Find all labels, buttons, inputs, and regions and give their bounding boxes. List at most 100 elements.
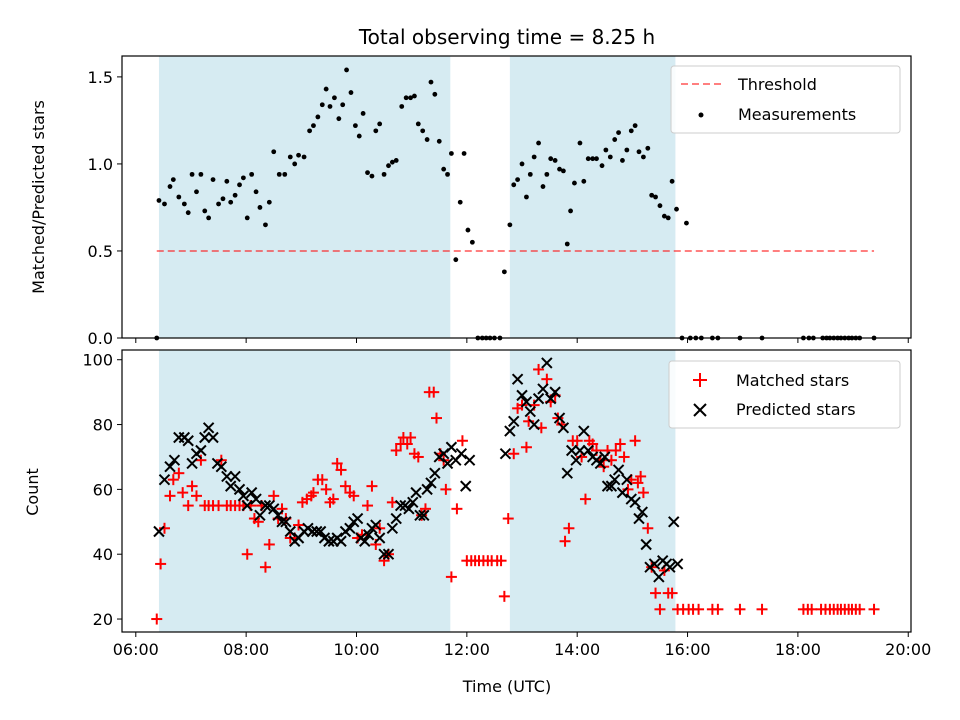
measurement-point-123 [684, 220, 689, 226]
predicted-point-b-110 [640, 538, 652, 551]
predicted-point-0 [153, 525, 165, 538]
predicted-point-b-108 [633, 512, 645, 525]
predicted-point-81 [524, 405, 537, 418]
predicted-point-b-16 [224, 480, 237, 492]
predicted-point-14 [215, 460, 228, 473]
measurement-point-32 [296, 152, 301, 158]
predicted-point-b-72 [455, 448, 468, 460]
panel-count-frame [121, 349, 912, 633]
matched-point-21 [241, 548, 253, 560]
predicted-point-b-53 [378, 548, 390, 560]
predicted-point-b-105 [621, 473, 633, 486]
predicted-point-116 [664, 561, 676, 573]
x-tick-label-1: 08:00 [223, 640, 269, 659]
legend-count: Matched stars Predicted stars [668, 360, 901, 429]
predicted-point-89 [557, 422, 570, 434]
predicted-point-28 [276, 516, 288, 528]
predicted-point-108 [633, 512, 645, 525]
measurement-point-3 [167, 184, 173, 189]
predicted-point-b-36 [311, 525, 323, 538]
measurement-point-96 [568, 208, 573, 214]
predicted-point-65 [425, 477, 437, 489]
matched-point-38 [307, 487, 319, 499]
matched-point-137 [756, 603, 768, 615]
measurement-point-112 [636, 149, 642, 155]
predicted-point-b-10 [199, 431, 211, 444]
measurement-point-59 [412, 93, 417, 99]
y-tick-label-p0-1: 0.5 [88, 242, 113, 261]
y-axis-label-ratio: Matched/Predicted stars [29, 100, 48, 294]
measurement-point-37 [319, 102, 325, 108]
legend-predicted-label: Predicted stars [736, 400, 856, 419]
predicted-point-b-59 [403, 503, 415, 515]
measurement-point-90 [544, 171, 550, 177]
matched-point-52 [366, 480, 378, 492]
predicted-point-3 [168, 454, 181, 466]
predicted-point-113 [653, 571, 665, 583]
predicted-point-18 [233, 483, 246, 496]
predicted-point-2 [164, 460, 176, 473]
matched-point-3 [164, 490, 176, 502]
predicted-point-b-73 [460, 480, 472, 492]
measurement-point-56 [399, 104, 405, 109]
matched-point-114 [614, 438, 626, 450]
legend-measurements-swatch [698, 112, 704, 118]
measurement-point-54 [389, 159, 395, 165]
predicted-point-56 [390, 512, 402, 525]
matched-point-125 [654, 603, 666, 615]
measurement-point-63 [428, 79, 434, 85]
measurement-point-88 [536, 140, 541, 146]
predicted-point-62 [414, 509, 426, 522]
measurement-point-31 [292, 161, 298, 167]
measurement-point-35 [311, 123, 316, 129]
measurement-point-92 [552, 158, 558, 163]
predicted-point-87 [549, 386, 561, 398]
predicted-point-99 [599, 451, 611, 463]
matched-point-105 [579, 493, 591, 505]
predicted-point-b-112 [648, 558, 661, 570]
measurement-point-40 [332, 95, 337, 101]
matched-point-100 [559, 535, 571, 547]
measurement-point-18 [232, 192, 238, 198]
predicted-point-b-2 [164, 460, 176, 473]
measurement-point-109 [624, 147, 630, 153]
measurement-point-11 [202, 208, 208, 214]
predicted-point-b-60 [407, 496, 419, 509]
matched-point-119 [632, 477, 644, 489]
predicted-point-b-42 [335, 535, 347, 547]
measurement-point-42 [340, 102, 346, 108]
measurement-point-107 [616, 130, 621, 135]
measurement-point-101 [590, 156, 596, 162]
measurement-point-60 [415, 121, 421, 127]
predicted-point-69 [441, 457, 454, 470]
predicted-point-b-83 [532, 392, 545, 405]
predicted-point-84 [537, 383, 549, 395]
measurement-point-21 [244, 215, 250, 221]
matched-point-72 [440, 483, 452, 495]
predicted-point-b-118 [671, 558, 684, 570]
predicted-point-75 [499, 448, 512, 460]
predicted-point-b-101 [605, 480, 618, 492]
matched-point-84 [495, 555, 507, 567]
matched-point-118 [629, 435, 641, 447]
x-tick-label-3: 12:00 [444, 640, 490, 659]
predicted-point-74 [463, 454, 476, 466]
predicted-point-21 [245, 486, 258, 499]
measurement-point-34 [307, 128, 312, 134]
predicted-point-85 [541, 357, 553, 369]
matched-point-46 [339, 480, 351, 492]
observing-window-0 [158, 56, 451, 338]
predicted-point-b-91 [565, 444, 578, 457]
y-tick-label-p1-1: 40 [93, 545, 113, 564]
predicted-point-b-18 [233, 483, 246, 496]
x-tick-label-5: 16:00 [664, 640, 710, 659]
predicted-point-b-103 [612, 464, 625, 476]
measurement-point-85 [524, 194, 529, 200]
predicted-point-b-1 [158, 473, 171, 486]
matched-point-44 [331, 457, 343, 469]
matched-point-34 [293, 519, 305, 531]
predicted-point-90 [561, 467, 573, 479]
predicted-point-11 [202, 422, 215, 434]
measurement-point-52 [381, 171, 387, 177]
measurement-point-91 [548, 156, 554, 162]
